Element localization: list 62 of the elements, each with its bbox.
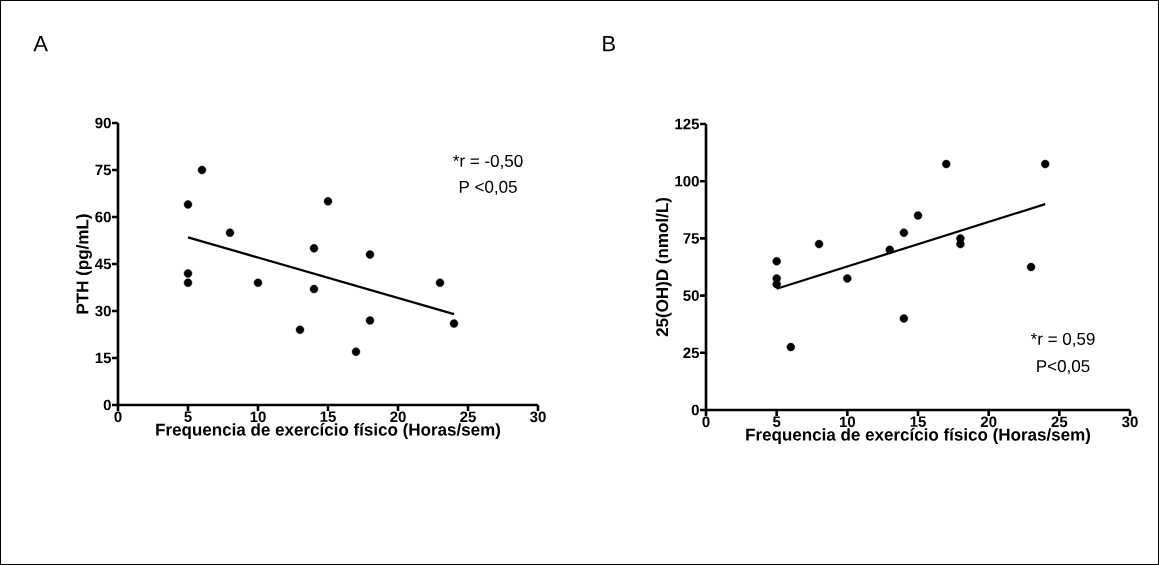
y-tick-label: 30: [95, 305, 111, 317]
annotation: P<0,05: [1037, 360, 1090, 375]
point: [183, 200, 193, 209]
point: [885, 245, 894, 255]
x-tick-label: 15: [320, 411, 336, 422]
point: [253, 278, 263, 287]
point: [1026, 262, 1036, 272]
point: [365, 316, 375, 325]
point: [351, 347, 361, 356]
point: [295, 325, 305, 334]
x-tick-label: 25: [1051, 416, 1068, 428]
y-tick-label: 75: [95, 164, 112, 176]
x-tick-label: 20: [390, 411, 406, 423]
x-tick-label: 15: [910, 416, 926, 427]
y-tick-label: 15: [95, 352, 112, 364]
point: [309, 284, 319, 294]
point: [435, 278, 445, 287]
point: [183, 269, 193, 278]
annotation: *r = 0,59: [1030, 332, 1095, 347]
y-tick-label: 45: [95, 258, 112, 270]
y-tick-label: 50: [683, 290, 699, 301]
chart-title: A: [33, 36, 48, 52]
point: [814, 239, 824, 249]
x-tick-label: 0: [702, 416, 710, 428]
point: [365, 250, 375, 259]
point: [913, 211, 923, 220]
y-tick-label: 90: [95, 117, 111, 129]
point: [225, 228, 235, 237]
x-tick-label: 30: [1122, 416, 1138, 428]
x-tick-label: 25: [460, 411, 476, 423]
point: [183, 278, 193, 287]
y-axis-title: PTH (pg/mL): [76, 214, 92, 314]
point: [323, 197, 333, 206]
x-tick-label: 0: [114, 411, 122, 423]
y-tick-label: 25: [683, 347, 700, 359]
x-tick-label: 20: [980, 416, 997, 428]
y-tick-label: 100: [675, 175, 699, 187]
chart-title: B: [603, 36, 615, 52]
point: [772, 257, 781, 266]
x-tick-label: 5: [184, 411, 192, 422]
annotation: *r = -0,50: [453, 154, 523, 169]
point: [899, 314, 909, 323]
y-axis-title: 25(OH)D (nmol/L): [655, 197, 672, 337]
x-tick-label: 10: [839, 416, 856, 428]
annotation: P <0,05: [459, 180, 517, 195]
point: [197, 165, 207, 175]
x-tick-label: 10: [250, 411, 266, 423]
y-tick-label: 75: [683, 233, 700, 244]
x-tick-label: 30: [530, 411, 546, 423]
point: [309, 244, 319, 253]
x-axis-title: Frequencia de exercício físico (Horas/sem): [156, 423, 501, 440]
point: [449, 319, 459, 328]
y-tick-label: 60: [95, 211, 111, 223]
point: [1041, 159, 1050, 169]
point: [942, 159, 951, 169]
point: [843, 274, 852, 283]
x-tick-label: 5: [772, 416, 781, 427]
y-tick-label: 0: [103, 399, 111, 411]
x-axis-title: Frequencia de exercício físico (Horas/sem): [746, 428, 1091, 445]
point: [899, 228, 909, 237]
y-tick-label: 125: [675, 118, 700, 130]
point: [786, 342, 796, 352]
